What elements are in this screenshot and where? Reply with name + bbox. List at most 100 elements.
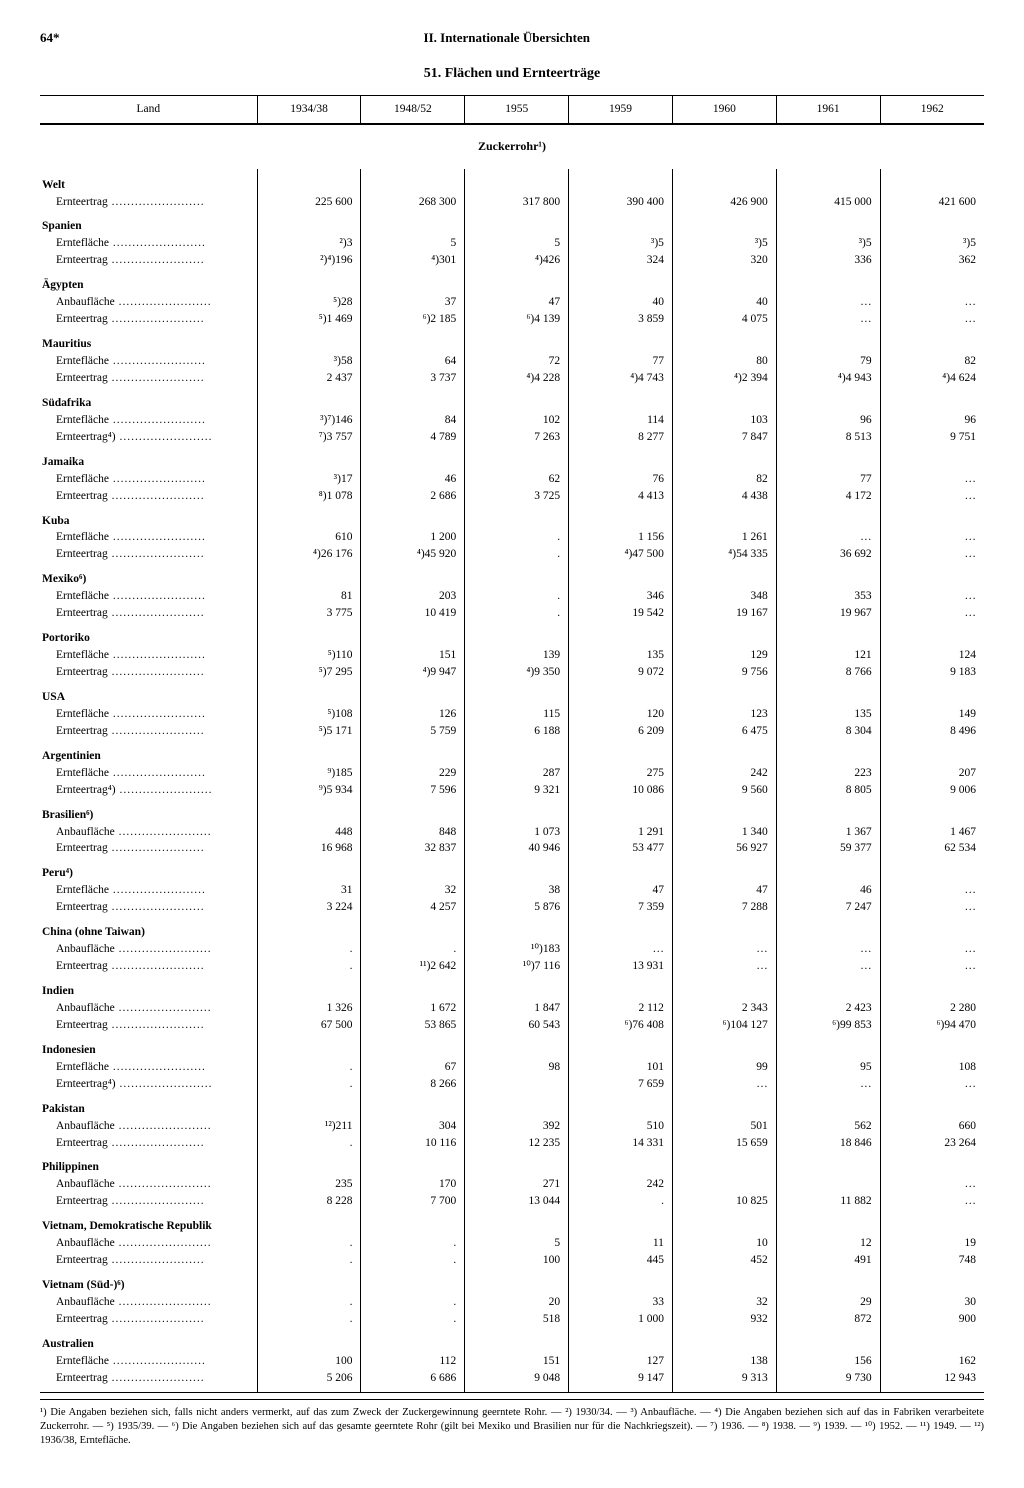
col-1955: 1955 bbox=[465, 96, 569, 124]
country-row: Peru⁴) bbox=[40, 857, 984, 882]
value-cell: 271 bbox=[465, 1176, 569, 1193]
empty-cell bbox=[361, 1034, 465, 1059]
value-cell: . bbox=[465, 546, 569, 563]
empty-cell bbox=[361, 857, 465, 882]
value-cell: 108 bbox=[880, 1059, 984, 1076]
empty-cell bbox=[776, 1034, 880, 1059]
value-cell: 46 bbox=[361, 471, 465, 488]
empty-cell bbox=[672, 916, 776, 941]
value-cell: ²)3 bbox=[257, 235, 361, 252]
country-name: Brasilien⁶) bbox=[40, 799, 257, 824]
data-row: Erntefläche.67981019995108 bbox=[40, 1059, 984, 1076]
value-cell: 9 313 bbox=[672, 1370, 776, 1392]
value-cell: … bbox=[880, 529, 984, 546]
value-cell: 7 263 bbox=[465, 429, 569, 446]
value-cell: ³)5 bbox=[880, 235, 984, 252]
value-cell: 62 534 bbox=[880, 840, 984, 857]
empty-cell bbox=[465, 1034, 569, 1059]
value-cell: 518 bbox=[465, 1311, 569, 1328]
value-cell: . bbox=[465, 605, 569, 622]
col-1959: 1959 bbox=[569, 96, 673, 124]
value-cell: 448 bbox=[257, 824, 361, 841]
metric-label: Erntefläche bbox=[40, 353, 257, 370]
data-row: Ernteertrag225 600268 300317 800390 4004… bbox=[40, 194, 984, 211]
empty-cell bbox=[361, 681, 465, 706]
value-cell: 37 bbox=[361, 294, 465, 311]
value-cell: 4 172 bbox=[776, 488, 880, 505]
country-row: Vietnam, Demokratische Republik bbox=[40, 1210, 984, 1235]
value-cell: 390 400 bbox=[569, 194, 673, 211]
empty-cell bbox=[672, 169, 776, 194]
metric-label: Erntefläche bbox=[40, 882, 257, 899]
value-cell: 10 116 bbox=[361, 1135, 465, 1152]
value-cell: 114 bbox=[569, 412, 673, 429]
data-row: Erntefläche⁵)110151139135129121124 bbox=[40, 647, 984, 664]
empty-cell bbox=[569, 328, 673, 353]
empty-cell bbox=[672, 857, 776, 882]
empty-cell bbox=[776, 740, 880, 765]
value-cell: 748 bbox=[880, 1252, 984, 1269]
value-cell: 10 825 bbox=[672, 1193, 776, 1210]
empty-cell bbox=[569, 857, 673, 882]
empty-cell bbox=[569, 622, 673, 647]
value-cell: 287 bbox=[465, 765, 569, 782]
empty-cell bbox=[776, 1093, 880, 1118]
value-cell: 115 bbox=[465, 706, 569, 723]
value-cell: 19 542 bbox=[569, 605, 673, 622]
value-cell: ⁴)45 920 bbox=[361, 546, 465, 563]
empty-cell bbox=[880, 446, 984, 471]
value-cell: 7 359 bbox=[569, 899, 673, 916]
value-cell: 5 bbox=[465, 1235, 569, 1252]
data-row: Ernteertrag16 96832 83740 94653 47756 92… bbox=[40, 840, 984, 857]
value-cell: . bbox=[257, 1294, 361, 1311]
value-cell: 9 756 bbox=[672, 664, 776, 681]
data-row: Anbaufläche..¹⁰)183………… bbox=[40, 941, 984, 958]
value-cell: 112 bbox=[361, 1353, 465, 1370]
data-row: Anbaufläche1 3261 6721 8472 1122 3432 42… bbox=[40, 1000, 984, 1017]
value-cell: 98 bbox=[465, 1059, 569, 1076]
empty-cell bbox=[465, 740, 569, 765]
value-cell: ⁶)76 408 bbox=[569, 1017, 673, 1034]
value-cell: 362 bbox=[880, 252, 984, 269]
value-cell: 7 247 bbox=[776, 899, 880, 916]
value-cell: 64 bbox=[361, 353, 465, 370]
empty-cell bbox=[880, 1034, 984, 1059]
country-row: Australien bbox=[40, 1328, 984, 1353]
empty-cell bbox=[257, 446, 361, 471]
value-cell: ⁵)5 171 bbox=[257, 723, 361, 740]
value-cell: 129 bbox=[672, 647, 776, 664]
value-cell: 510 bbox=[569, 1118, 673, 1135]
empty-cell bbox=[880, 1328, 984, 1353]
value-cell: ⁷)3 757 bbox=[257, 429, 361, 446]
metric-label: Anbaufläche bbox=[40, 1176, 257, 1193]
empty-cell bbox=[257, 799, 361, 824]
metric-label: Erntefläche bbox=[40, 765, 257, 782]
value-cell: ⁹)5 934 bbox=[257, 782, 361, 799]
empty-cell bbox=[361, 916, 465, 941]
value-cell: … bbox=[880, 605, 984, 622]
data-row: Erntefläche6101 200.1 1561 261…… bbox=[40, 529, 984, 546]
value-cell: ⁴)301 bbox=[361, 252, 465, 269]
col-1948: 1948/52 bbox=[361, 96, 465, 124]
value-cell: 10 bbox=[672, 1235, 776, 1252]
data-row: Ernteertrag3 2244 2575 8767 3597 2887 24… bbox=[40, 899, 984, 916]
empty-cell bbox=[569, 505, 673, 530]
value-cell: 19 167 bbox=[672, 605, 776, 622]
value-cell: 1 340 bbox=[672, 824, 776, 841]
value-cell: 1 291 bbox=[569, 824, 673, 841]
value-cell: … bbox=[776, 294, 880, 311]
empty-cell bbox=[257, 681, 361, 706]
value-cell: 346 bbox=[569, 588, 673, 605]
empty-cell bbox=[672, 1269, 776, 1294]
value-cell: ⁶)94 470 bbox=[880, 1017, 984, 1034]
value-cell: 491 bbox=[776, 1252, 880, 1269]
value-cell: 348 bbox=[672, 588, 776, 605]
value-cell: … bbox=[880, 588, 984, 605]
value-cell: 229 bbox=[361, 765, 465, 782]
value-cell: 5 206 bbox=[257, 1370, 361, 1392]
value-cell: … bbox=[776, 941, 880, 958]
value-cell: 19 bbox=[880, 1235, 984, 1252]
value-cell: 99 bbox=[672, 1059, 776, 1076]
empty-cell bbox=[361, 1151, 465, 1176]
value-cell: 1 672 bbox=[361, 1000, 465, 1017]
